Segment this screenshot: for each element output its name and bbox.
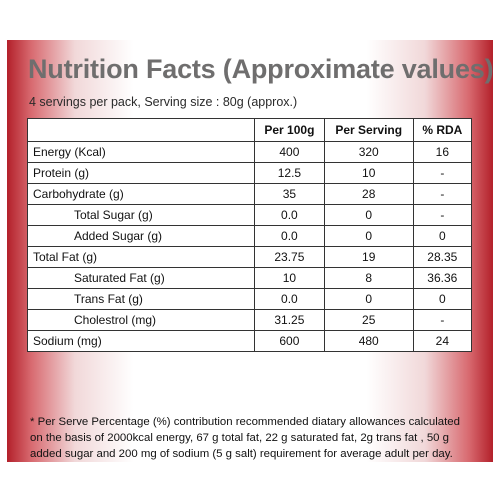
rda-value: 0	[412, 288, 473, 310]
per-100g-value: 0.0	[254, 225, 325, 247]
table-row: Energy (Kcal) 400 320 16	[27, 141, 473, 163]
per-serving-value: 480	[323, 330, 414, 352]
rda-value: 0	[412, 225, 473, 247]
table-row: Total Fat (g) 23.75 19 28.35	[27, 246, 473, 268]
per-serving-value: 28	[323, 183, 414, 205]
per-100g-value: 10	[254, 267, 325, 289]
nutrition-label-panel: Nutrition Facts (Approximate values) 4 s…	[7, 40, 494, 462]
nutrient-name: Total Sugar (g)	[27, 204, 255, 226]
nutrient-name: Carbohydrate (g)	[27, 183, 255, 205]
header-per-100g: Per 100g	[254, 118, 325, 142]
footnote-line: on the basis of 2000kcal energy, 67 g to…	[30, 432, 449, 444]
nutrient-name: Added Sugar (g)	[27, 225, 255, 247]
nutrient-name: Saturated Fat (g)	[27, 267, 255, 289]
table-row: Total Sugar (g) 0.0 0-	[27, 204, 473, 226]
footnote-line: added sugar and 200 mg of sodium (5 g sa…	[30, 448, 453, 460]
per-100g-value: 600	[254, 330, 325, 352]
nutrition-title: Nutrition Facts (Approximate values)	[28, 54, 494, 84]
per-serving-value: 19	[323, 246, 414, 268]
rda-value: 36.36	[412, 267, 473, 289]
footnote: * Per Serve Percentage (%) contribution …	[27, 414, 476, 462]
nutrient-name: Trans Fat (g)	[27, 288, 255, 310]
nutrient-name: Cholestrol (mg)	[27, 309, 255, 331]
per-serving-value: 8	[323, 267, 414, 289]
per-serving-value: 320	[323, 141, 414, 163]
rda-value: -	[412, 309, 473, 331]
per-100g-value: 0.0	[254, 204, 325, 226]
per-100g-value: 31.25	[254, 309, 325, 331]
table-body: Energy (Kcal) 400 320 16 Protein (g) 12.5 10- C…	[27, 141, 473, 352]
nutrition-table: Per 100g Per Serving % RDA Energy (Kcal)…	[27, 118, 473, 352]
header-rda: % RDA	[412, 118, 473, 142]
table-row: Cholestrol (mg) 31.25 25-	[27, 309, 473, 331]
rda-value: -	[412, 162, 473, 184]
nutrient-name: Total Fat (g)	[27, 246, 255, 268]
nutrition-label-content: Nutrition Facts (Approximate values) 4 s…	[27, 40, 494, 462]
per-serving-value: 25	[323, 309, 414, 331]
serving-info: 4 servings per pack, Serving size : 80g …	[29, 95, 298, 109]
footnote-line: * Per Serve Percentage (%) contribution …	[30, 416, 460, 428]
per-serving-value: 0	[323, 288, 414, 310]
nutrient-name: Energy (Kcal)	[27, 141, 255, 163]
table-row: Trans Fat (g) 0.0 0 0	[27, 288, 473, 310]
table-row: Added Sugar (g) 0.0 0 0	[27, 225, 473, 247]
nutrient-name: Protein (g)	[27, 162, 255, 184]
per-100g-value: 0.0	[254, 288, 325, 310]
per-serving-value: 0	[323, 225, 414, 247]
header-per-serving: Per Serving	[323, 118, 414, 142]
table-row: Carbohydrate (g) 35 28-	[27, 183, 473, 205]
nutrient-name: Sodium (mg)	[27, 330, 255, 352]
table-row: Saturated Fat (g) 10 8 36.36	[27, 267, 473, 289]
rda-value: -	[412, 204, 473, 226]
header-nutrient	[27, 118, 255, 142]
per-100g-value: 35	[254, 183, 325, 205]
rda-value: 16	[412, 141, 473, 163]
per-100g-value: 23.75	[254, 246, 325, 268]
rda-value: -	[412, 183, 473, 205]
rda-value: 24	[412, 330, 473, 352]
per-serving-value: 0	[323, 204, 414, 226]
rda-value: 28.35	[412, 246, 473, 268]
table-row: Sodium (mg) 600 480 24	[27, 330, 473, 352]
table-row: Protein (g) 12.5 10-	[27, 162, 473, 184]
per-serving-value: 10	[323, 162, 414, 184]
table-header-row: Per 100g Per Serving % RDA	[27, 118, 473, 142]
per-100g-value: 400	[254, 141, 325, 163]
per-100g-value: 12.5	[254, 162, 325, 184]
